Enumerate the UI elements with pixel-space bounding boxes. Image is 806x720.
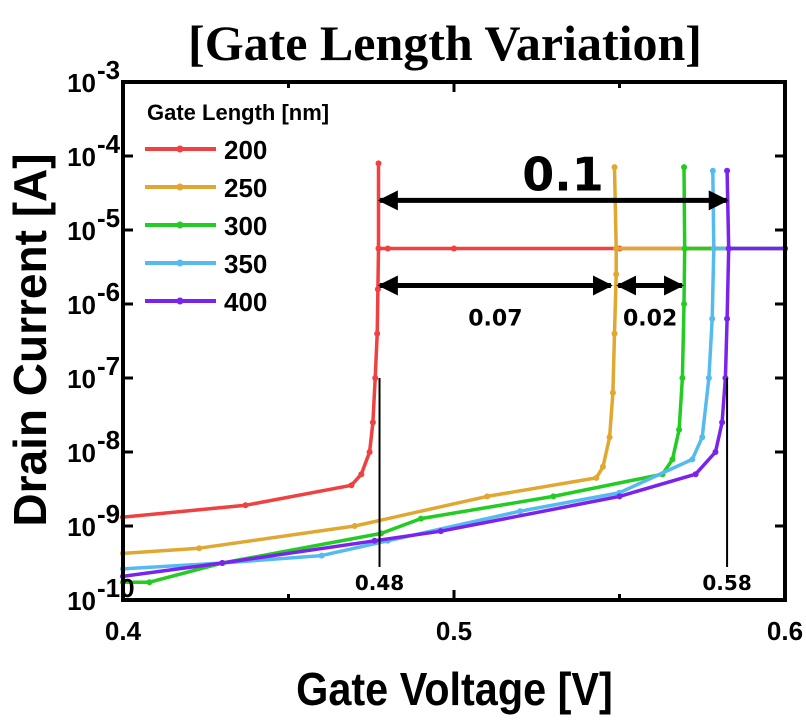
data-point-400 xyxy=(719,419,726,426)
data-point-250 xyxy=(611,330,618,337)
data-point-200 xyxy=(372,375,379,381)
data-point-350 xyxy=(709,167,716,174)
data-point-300 xyxy=(417,515,424,522)
data-point-400 xyxy=(437,528,444,535)
y-tick-exponent: -5 xyxy=(97,203,120,233)
data-point-350 xyxy=(318,552,325,559)
chart-title: [Gate Length Variation] xyxy=(188,15,702,71)
data-point-200 xyxy=(451,245,457,252)
legend-label-300: 300 xyxy=(224,211,267,241)
legend-label-250: 250 xyxy=(224,173,267,203)
annotation-label-0.1: 0.1 xyxy=(522,147,604,201)
legend-label-200: 200 xyxy=(224,135,267,165)
y-tick-label: 10 xyxy=(67,68,96,98)
data-point-300 xyxy=(550,493,557,500)
annotation-label-0.48: 0.48 xyxy=(355,571,404,595)
data-point-300 xyxy=(681,164,688,171)
series-line-300 xyxy=(123,167,787,584)
y-tick-exponent: -3 xyxy=(97,55,120,85)
legend-label-350: 350 xyxy=(224,249,267,279)
data-point-250 xyxy=(599,463,606,470)
data-point-400 xyxy=(616,493,623,500)
data-point-250 xyxy=(613,245,620,252)
data-point-250 xyxy=(611,164,618,171)
legend-label-400: 400 xyxy=(224,287,267,317)
legend-marker-200 xyxy=(176,145,184,153)
data-point-300 xyxy=(681,301,688,307)
data-point-200 xyxy=(348,482,355,489)
y-tick-label: 10 xyxy=(67,438,96,468)
y-tick-exponent: -9 xyxy=(97,499,120,529)
data-point-250 xyxy=(484,493,491,500)
y-tick-exponent: -4 xyxy=(97,129,121,159)
data-point-300 xyxy=(669,456,676,463)
data-point-300 xyxy=(676,426,683,433)
y-axis-label: Drain Current [A] xyxy=(4,153,56,526)
plot-frame xyxy=(121,80,787,602)
data-point-300 xyxy=(146,579,153,586)
data-point-400 xyxy=(219,560,226,566)
y-tick-exponent: -10 xyxy=(97,573,135,603)
y-tick-label: 10 xyxy=(67,290,96,320)
data-point-250 xyxy=(593,474,600,481)
data-point-400 xyxy=(712,449,719,455)
data-point-250 xyxy=(609,389,616,396)
data-point-250 xyxy=(613,271,620,278)
data-point-400 xyxy=(725,245,732,252)
data-point-200 xyxy=(366,449,373,455)
data-point-350 xyxy=(709,315,716,322)
data-point-250 xyxy=(196,545,203,552)
data-point-350 xyxy=(517,508,524,515)
x-tick-label: 0.5 xyxy=(436,616,472,646)
data-point-250 xyxy=(351,523,358,529)
x-tick-label: 0.4 xyxy=(105,616,142,646)
series-line-400 xyxy=(122,170,787,579)
legend-marker-400 xyxy=(176,297,184,305)
data-point-400 xyxy=(371,537,378,544)
data-point-200 xyxy=(375,160,382,167)
data-point-250 xyxy=(606,434,613,441)
legend-marker-350 xyxy=(176,259,184,267)
data-point-200 xyxy=(375,245,382,252)
legend-marker-300 xyxy=(176,221,184,229)
y-tick-label: 10 xyxy=(67,216,96,246)
y-tick-label: 10 xyxy=(67,142,96,172)
annotation-label-0.58: 0.58 xyxy=(702,571,751,595)
y-tick-exponent: -6 xyxy=(97,277,120,307)
data-point-300 xyxy=(679,375,686,381)
legend: Gate Length [nm] 200 250 300 350 400 xyxy=(145,100,329,317)
legend-marker-250 xyxy=(176,183,184,191)
data-point-350 xyxy=(689,456,696,463)
y-tick-exponent: -8 xyxy=(97,425,120,455)
data-point-400 xyxy=(692,471,699,478)
y-tick-label: 10 xyxy=(67,364,96,394)
data-point-350 xyxy=(710,245,717,252)
data-point-350 xyxy=(699,434,706,441)
y-tick-label: 10 xyxy=(67,512,96,542)
x-axis-label: Gate Voltage [V] xyxy=(296,664,613,716)
data-point-400 xyxy=(724,315,731,322)
data-point-300 xyxy=(681,245,688,252)
data-point-400 xyxy=(724,167,731,174)
legend-title: Gate Length [nm] xyxy=(147,100,329,125)
data-point-200 xyxy=(358,471,365,478)
annotation-label-0.02: 0.02 xyxy=(623,307,677,332)
data-point-200 xyxy=(374,330,381,337)
data-point-350 xyxy=(705,375,712,381)
x-tick-label: 0.6 xyxy=(767,616,803,646)
data-point-200 xyxy=(384,245,391,252)
data-point-200 xyxy=(369,419,376,426)
y-tick-label: 10 xyxy=(67,586,96,616)
data-point-200 xyxy=(242,502,249,509)
y-tick-exponent: -7 xyxy=(97,351,120,381)
annotation-label-0.07: 0.07 xyxy=(468,307,522,332)
